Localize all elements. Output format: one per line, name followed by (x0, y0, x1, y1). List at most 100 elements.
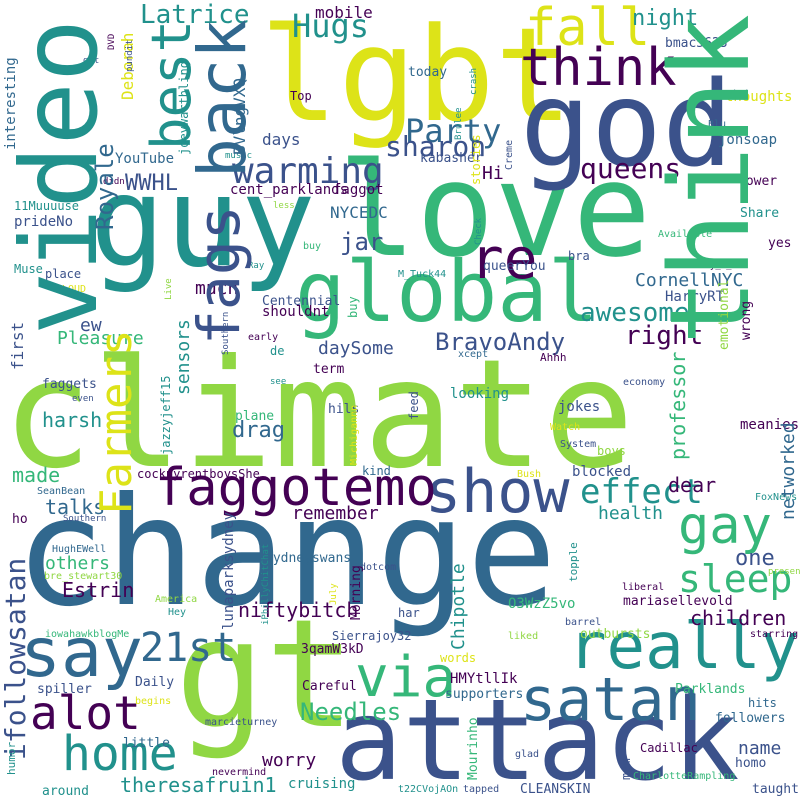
word-hils: hils (328, 402, 360, 417)
word-liked: liked (508, 631, 539, 642)
word-har: har (398, 606, 420, 620)
word-southern: iPhillyChitChat (261, 543, 271, 625)
word-system: System (560, 439, 597, 450)
word-foxnews: FoxNews (755, 492, 798, 503)
word-shouldnt: shouldnt (262, 304, 330, 320)
word-cornellnyc: CornellNYC (635, 270, 744, 291)
word-cocknyrentboysshe: cocknyrentboysShe (137, 467, 260, 481)
word-theresafruin1: theresafruin1 (120, 773, 277, 797)
word-jonsoap: jonsoap (718, 132, 778, 148)
word-really: really (568, 610, 800, 684)
word-meanies: meanies (740, 417, 800, 433)
word-hits: hits (748, 696, 777, 710)
word-words: words (440, 651, 477, 665)
word-de: de (270, 344, 285, 358)
word-children: children (690, 606, 787, 630)
word-liberal: liberal (622, 582, 665, 593)
word-xcept: xcept (458, 349, 489, 360)
word-live: LOUD (62, 284, 87, 295)
word-ho: ho (12, 512, 28, 527)
word-gt: gt (175, 588, 356, 762)
word-kabasher: kabasher (420, 151, 483, 166)
word-begins: begins (135, 696, 172, 707)
word-blu: Blu (708, 119, 727, 130)
word-bush: Bush (517, 469, 542, 480)
word-bmac5623: bmac5623 (665, 36, 728, 51)
word-early: see (270, 377, 287, 387)
word-tapped: tapped (463, 784, 500, 795)
word-present: present (768, 567, 800, 577)
word-pundit: Check (474, 217, 484, 245)
word-looking: looking (450, 386, 510, 402)
word-america: America (155, 594, 198, 605)
word-jar: jar (340, 228, 384, 256)
word-today: today (408, 65, 448, 80)
word-starring: starring (750, 629, 799, 640)
word-jazzyjeff15: jazzyjeff15 (159, 375, 173, 455)
word-bra: bra (568, 249, 590, 263)
word-t22cvojaon: t22CVojAOn (398, 784, 459, 795)
word-sleep: sleep (678, 557, 793, 601)
word-cent-parklands: cent_parklands (230, 182, 349, 198)
word-nycedc: NYCEDC (330, 203, 388, 222)
word-prideno: prideNo (14, 214, 74, 230)
word-share: Share (740, 206, 780, 221)
word-seanbean: SeanBean (37, 486, 86, 497)
word-via: via (355, 645, 457, 710)
word-supporters: supporters (445, 687, 524, 702)
word-party: Party (405, 112, 502, 150)
word-glad: glad (515, 749, 540, 760)
word-11muuuuse: 11Muuuuse (14, 199, 80, 213)
word-21st: 21st (140, 625, 237, 671)
word-much: much (195, 278, 239, 299)
word-harryrt: HarryRT (665, 289, 725, 305)
word-therealtagnew: Southern (221, 311, 231, 355)
word-say: say (20, 614, 143, 693)
word-god: god (520, 55, 734, 193)
word-faggets: faggets (42, 377, 97, 392)
word-fall: fall (525, 0, 651, 58)
word-july: smashley_c_ (672, 261, 732, 271)
word-sydneyswans: Morning (349, 565, 364, 620)
word-spiller: spiller (37, 682, 92, 697)
word-cadillac: Cadillac (640, 741, 698, 755)
word-emotional: emotional (717, 279, 732, 350)
word-feed: feed (407, 391, 421, 420)
word-chipotle: Chipotle (448, 563, 469, 650)
word-centennial: Centennial (262, 294, 341, 309)
word-o3wzz5vo: O3WzZ5vo (508, 596, 576, 612)
word-3qamw3kd: 3qamW3kD (301, 642, 364, 657)
word-ahhh: Ahhh (540, 351, 567, 364)
word-thoughts: thoughts (725, 89, 793, 105)
word-name: name (738, 738, 782, 759)
word-change: change (15, 466, 557, 640)
word-royale: Royale (91, 143, 119, 230)
word-show: show (425, 457, 570, 527)
word-handed: handed (712, 89, 749, 100)
word-mariasellevold: mariasellevold (623, 594, 733, 609)
word-term: term (313, 362, 345, 377)
word-night: night (632, 6, 699, 31)
word-guy: guy (90, 150, 316, 295)
word-bre-stewart30: bre_stewart30 (44, 571, 123, 582)
word-re: re (470, 227, 538, 292)
word-alot: alot (30, 686, 141, 740)
word-satan: satan (520, 665, 701, 735)
word-bravoandy: BravoAndy (435, 328, 566, 356)
word-fier: July (329, 583, 339, 605)
word-michigannn: Michigannn (349, 404, 360, 465)
word-morning: sydneyswans (265, 551, 352, 566)
word-awesome: awesome (580, 298, 690, 328)
word-cruising: cruising (288, 776, 356, 792)
word-check: buy (303, 241, 322, 252)
word-top: Top (290, 89, 312, 103)
word-farmers: Farmers (91, 329, 142, 515)
word-tower: tower (738, 174, 778, 189)
word-mobile: mobile (315, 3, 373, 22)
word-ew: ew (80, 315, 102, 336)
word-economy: economy (623, 377, 666, 388)
word-little: little (123, 736, 170, 751)
word-jokes: jokes (558, 399, 601, 415)
word-followers: followers (715, 711, 786, 726)
